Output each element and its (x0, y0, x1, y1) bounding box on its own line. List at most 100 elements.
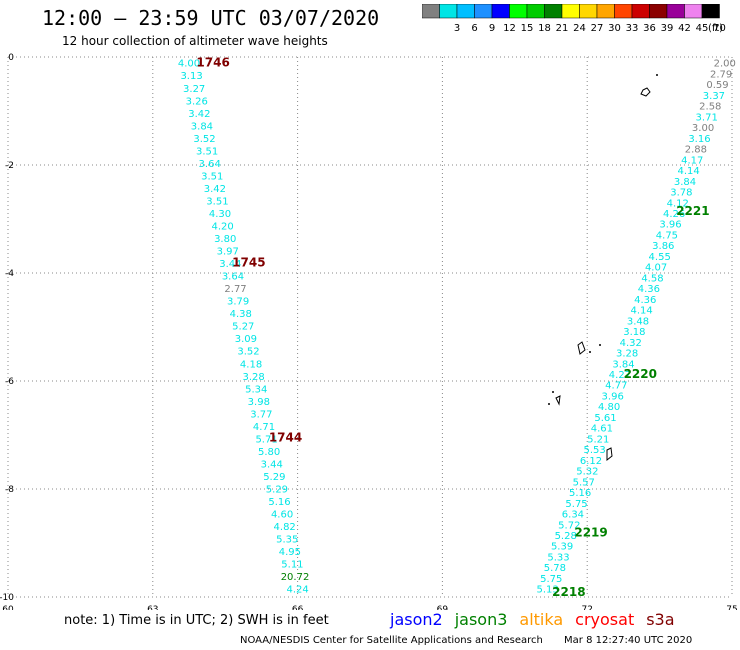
page-title: 12:00 – 23:59 UTC 03/07/2020 (42, 6, 380, 30)
track-value-right: 5.32 (576, 467, 598, 478)
track-value-right: 5.39 (551, 542, 573, 553)
pass-time-label: 1746 (196, 56, 229, 70)
track-value-right: 3.16 (688, 134, 710, 145)
track-value-left: 20.72 (281, 572, 310, 583)
track-value-right: 5.75 (540, 574, 562, 585)
track-value-right: 3.00 (692, 123, 714, 134)
track-value-left: 5.11 (281, 560, 303, 571)
color-legend: 3 6 9 12 15 18 21 24 27 30 33 36 39 42 45 70(ft) (422, 4, 726, 34)
legend-label: 33 (626, 23, 639, 34)
track-value-left: 3.64 (199, 159, 221, 170)
track-value-right: 4.80 (598, 402, 620, 413)
track-value-left: 4.71 (253, 422, 275, 433)
wave-height-map: 60 63 66 69 72 75 0 -2 -4 -6 -8 -10 4.003.13 3.273.26… (0, 53, 738, 610)
island-outline (640, 87, 651, 97)
track-value-left: 5.34 (245, 384, 267, 395)
track-value-left: 5.29 (263, 472, 285, 483)
legend-label: 12 (503, 23, 516, 34)
track-value-left: 2.77 (224, 284, 246, 295)
track-value-right: 3.28 (616, 349, 638, 360)
satellite-jason2: jason2 (390, 610, 443, 629)
track-value-left: 4.38 (230, 309, 252, 320)
legend-label: 39 (661, 23, 674, 34)
pass-time-label: 2221 (676, 204, 709, 218)
legend-label: 15 (521, 23, 534, 34)
track-value-left: 4.18 (240, 359, 262, 370)
track-value-right: 4.36 (634, 295, 656, 306)
track-value-left: 4.24 (286, 585, 308, 596)
footer-credit: NOAA/NESDIS Center for Satellite Applica… (240, 635, 543, 646)
y-tick-label: -6 (5, 377, 14, 387)
track-value-right: 4.75 (656, 230, 678, 241)
track-value-left: 5.35 (276, 535, 298, 546)
track-value-left: 3.28 (243, 372, 265, 383)
track-value-left: 3.26 (186, 96, 208, 107)
legend-label: 24 (573, 23, 586, 34)
track-value-right: 5.78 (544, 563, 566, 574)
page-subtitle: 12 hour collection of altimeter wave hei… (62, 34, 328, 48)
island-dot (656, 74, 658, 76)
track-value-left: 3.80 (214, 234, 236, 245)
track-value-right: 2.58 (699, 102, 721, 113)
track-value-right: 3.37 (703, 91, 725, 102)
satellite-cryosat: cryosat (575, 610, 635, 629)
track-value-right: 4.14 (677, 166, 699, 177)
track-value-right: 4.32 (620, 338, 642, 349)
track-value-left: 3.79 (227, 297, 249, 308)
track-value-left: 3.51 (206, 196, 228, 207)
y-tick-label: -4 (5, 269, 14, 279)
track-value-right: 4.07 (645, 263, 667, 274)
x-tick-label: 72 (581, 605, 592, 610)
pass-time-label: 2218 (552, 585, 585, 599)
track-value-left: 4.95 (279, 547, 301, 558)
track-value-right: 4.17 (681, 155, 703, 166)
island-dot (589, 351, 591, 353)
track-value-right: 3.84 (612, 359, 634, 370)
island-outline (555, 395, 561, 406)
track-value-right: 2.00 (714, 59, 736, 70)
track-value-right: 2.88 (685, 145, 707, 156)
y-tick-label: 0 (8, 53, 14, 63)
legend-label: 45 (696, 23, 709, 34)
track-value-left: 4.20 (211, 222, 233, 233)
note-text: note: 1) Time is in UTC; 2) SWH is in fe… (64, 613, 329, 628)
track-value-right: 5.21 (587, 434, 609, 445)
y-tick-label: -10 (0, 593, 14, 603)
x-tick-label: 69 (437, 605, 449, 610)
track-value-left: 3.97 (217, 247, 239, 258)
satellite-altika: altika (519, 610, 564, 629)
satellite-s3a: s3a (646, 610, 675, 629)
track-value-right: 5.72 (558, 520, 580, 531)
pass-time-label: 2220 (624, 367, 657, 381)
track-value-right: 5.28 (555, 531, 577, 542)
island-outline (577, 341, 586, 355)
track-value-right: 3.86 (652, 241, 674, 252)
legend-unit: (ft) (708, 23, 723, 34)
pass-time-label: 1744 (269, 430, 302, 444)
track-value-right: 5.61 (594, 413, 616, 424)
track-value-left: 4.00 (178, 59, 200, 70)
track-value-left: 3.98 (248, 397, 270, 408)
island-dot (599, 344, 601, 346)
legend-label: 70 (713, 23, 726, 34)
track-value-right: 5.13 (536, 585, 558, 596)
track-value-left: 5.71 (255, 434, 277, 445)
track-value-right: 3.71 (696, 112, 718, 123)
island-dot (552, 391, 554, 393)
track-value-left: 3.42 (188, 109, 210, 120)
track-value-left: 5.80 (258, 447, 280, 458)
legend-label: 42 (678, 23, 691, 34)
track-value-right: 6.12 (580, 456, 602, 467)
track-value-left: 4.30 (209, 209, 231, 220)
track-value-right: 4.26 (663, 209, 685, 220)
track-value-left: 5.27 (232, 322, 254, 333)
legend-label: 27 (591, 23, 604, 34)
track-value-left: 3.64 (222, 272, 244, 283)
track-value-right: 5.57 (573, 477, 595, 488)
track-value-right: 5.33 (547, 552, 569, 563)
pass-time-label: 1745 (232, 256, 265, 270)
satellite-legend: jason2 jason3 altika cryosat s3a (390, 610, 687, 629)
track-value-right: 2.79 (710, 69, 732, 80)
track-value-left: 4.82 (274, 522, 296, 533)
track-value-left: 3.84 (191, 121, 213, 132)
